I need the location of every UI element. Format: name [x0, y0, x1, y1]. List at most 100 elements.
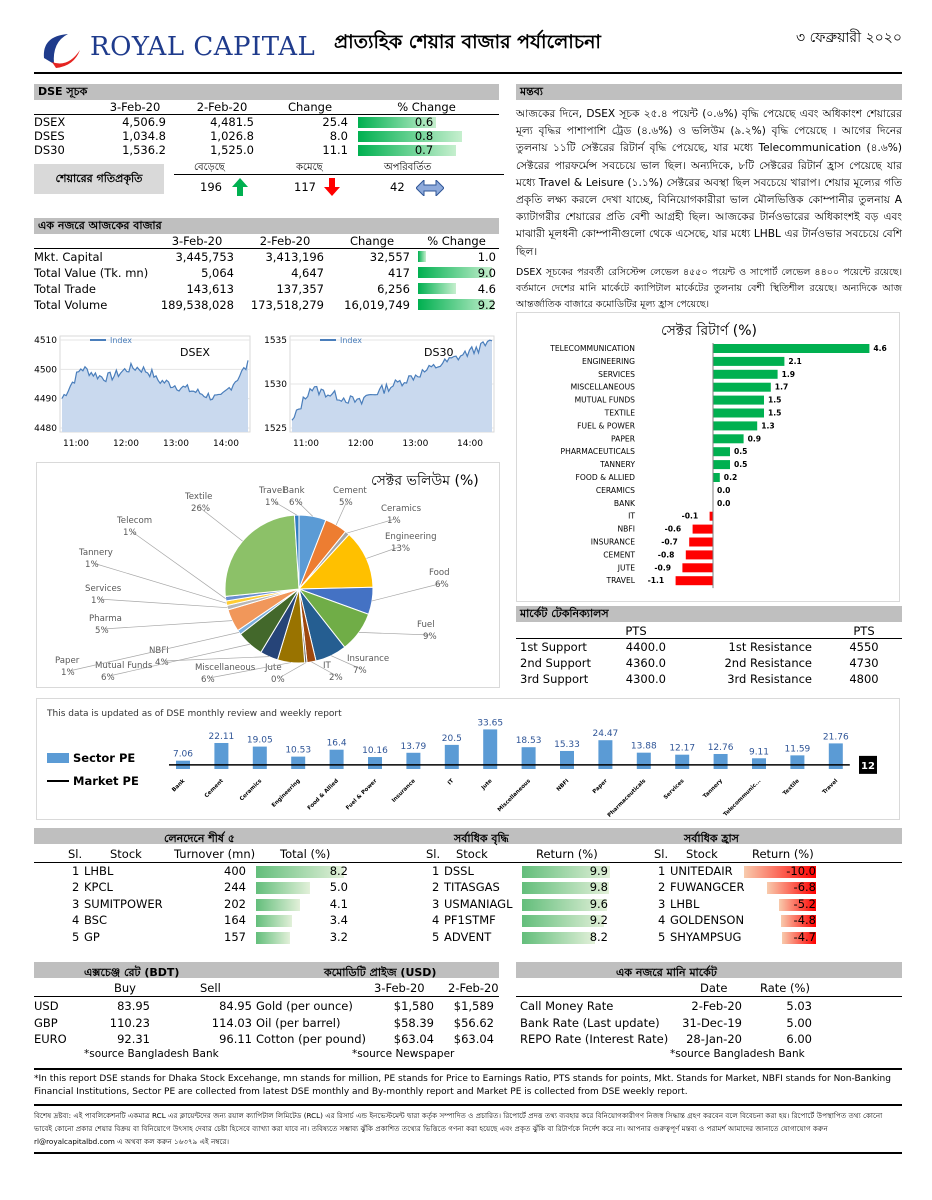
sector-name: NBFI	[618, 525, 636, 534]
sector-name: IT	[628, 512, 635, 521]
metric-change: 32,557	[369, 249, 410, 264]
sector-return-label: 1.9	[782, 370, 795, 379]
pie-label-name: Cement	[333, 486, 367, 496]
sector-return-bar	[713, 447, 730, 457]
commodity-title: কমোডিটি প্রাইজ (USD)	[324, 966, 437, 979]
pe-value-label: 19.05	[247, 736, 273, 746]
currency: EURO	[34, 1032, 67, 1047]
sector-return-chart: TELECOMMUNICATION 4.6 ENGINEERING 2.1 SERVIC…	[549, 343, 887, 589]
col-head: Total (%)	[280, 847, 331, 861]
index-name: DSEX	[34, 115, 66, 129]
section-title: মন্তব্য	[516, 84, 902, 100]
pie-label-pct: 1%	[387, 516, 401, 526]
pct-databar	[418, 282, 456, 294]
resistance-name: 3rd Resistance	[727, 671, 812, 686]
pe-value-label: 7.06	[173, 750, 193, 760]
left-right-arrow-icon	[416, 180, 444, 196]
sector-return-bar	[682, 563, 713, 573]
return-databar	[522, 915, 604, 928]
pie-label-pct: 1%	[123, 528, 137, 538]
pe-category-label: IT	[447, 778, 456, 787]
index-pct: 0.6	[414, 115, 434, 129]
sector-name: FOOD & ALLIED	[576, 473, 636, 482]
pie-label-pct: 13%	[391, 544, 410, 554]
sector-return-label: 0.2	[724, 473, 737, 482]
sell-rate: 84.95	[219, 999, 252, 1013]
sector-return-bar	[713, 356, 785, 366]
table-row: 2nd Support 4360.0 2nd Resistance 4730	[516, 655, 902, 671]
sector-name: INSURANCE	[591, 538, 635, 547]
pe-category-label: Jute	[480, 778, 494, 792]
metric-change: 16,019,749	[344, 297, 410, 312]
footer-note: *In this report DSE stands for Dhaka Sto…	[34, 1068, 902, 1099]
sector-return-bar	[713, 408, 764, 418]
pie-label-pct: 1%	[61, 668, 75, 678]
sector-return-label: -1.1	[648, 576, 665, 585]
support-name: 3rd Support	[520, 671, 589, 686]
comment-section: মন্তব্য আজকের দিনে, DSEX সূচক ২৫.৪ পয়েন…	[516, 84, 902, 313]
commodity-name: Cotton (per pound)	[256, 1032, 367, 1047]
market-pe-value: 12	[861, 761, 875, 772]
pct-databar	[418, 266, 493, 278]
sector-name: PAPER	[611, 434, 636, 443]
col-head: Turnover (mn)	[174, 847, 256, 861]
index-today: 1,034.8	[122, 129, 166, 143]
pe-category-label: Paper	[592, 778, 609, 795]
market-pe-badge	[859, 755, 877, 774]
unchanged-count: 42	[390, 180, 405, 194]
pct-databar	[358, 145, 456, 156]
pe-category-label: NBFI	[556, 778, 571, 793]
ds30-intraday-chart: 1535 1530 1525 11:00 12:00 13:00 14:00 Index DS3…	[264, 335, 495, 449]
pe-bar	[521, 747, 536, 769]
sector-return-bar	[713, 460, 730, 470]
commodity-prev: $56.62	[453, 1015, 494, 1030]
resistance-name: 2nd Resistance	[724, 655, 812, 670]
market-glance-section: এক নজরে আজকের বাজার 3-Feb-20 2-Feb-20 Ch…	[34, 218, 499, 313]
index-today: 4,506.9	[122, 115, 166, 129]
sector-return-bar	[713, 344, 870, 353]
pe-category-label: Engineering	[271, 778, 302, 809]
rank: 1	[72, 864, 80, 878]
rate-name: Call Money Rate	[520, 999, 614, 1013]
pie-label-name: Ceramics	[381, 504, 422, 514]
rate-value: 5.00	[786, 1015, 812, 1030]
commodity-prev: $63.04	[453, 1032, 494, 1047]
return-databar	[522, 882, 610, 895]
pe-value-label: 24.47	[593, 729, 619, 739]
commodity-name: Oil (per barrel)	[256, 1015, 341, 1030]
metric-change: 6,256	[377, 281, 410, 296]
page-title: প্রাত্যহিক শেয়ার বাজার পর্যালোচনা	[334, 31, 601, 53]
stock-name: DSSL	[444, 864, 474, 878]
pe-bar	[406, 752, 421, 769]
up-arrow-icon	[232, 178, 248, 196]
index-name: DS30	[34, 143, 65, 157]
stock-name: KPCL	[84, 880, 113, 895]
turnover-value: 157	[224, 929, 246, 944]
chart-title: DSEX	[180, 346, 210, 359]
pe-value-label: 13.88	[631, 742, 657, 752]
loss-return: -10.0	[786, 864, 816, 878]
sector-return-bar	[685, 550, 713, 560]
metric-name: Total Trade	[34, 281, 96, 296]
y-tick-label: 4490	[34, 395, 57, 405]
chart-title: সেক্টর ভলিউম (%)	[371, 473, 479, 489]
pe-bar	[214, 742, 229, 769]
logo-text: ROYAL CAPITAL	[90, 32, 316, 62]
gain-return: 9.2	[589, 913, 608, 928]
rank: 5	[72, 929, 80, 944]
rank: 3	[658, 896, 666, 911]
pe-value-label: 9.11	[749, 747, 769, 757]
pie-label-pct: 6%	[435, 580, 449, 590]
pe-category-label: Ceramics	[239, 778, 264, 803]
pie-label-pct: 7%	[353, 666, 367, 676]
section-title: এক নজরে আজকের বাজার	[34, 218, 499, 234]
pe-bar	[636, 752, 651, 769]
section-title: মার্কেট টেকনিক্যালস	[516, 606, 902, 622]
pct-databar	[358, 131, 462, 142]
pie-label-name: Paper	[55, 656, 80, 666]
top5-section: লেনদেনে শীর্ষ ৫ সর্বাধিক বৃদ্ধি সর্বাধিক…	[34, 828, 902, 946]
rate-date: 2-Feb-20	[691, 999, 742, 1013]
sector-name: CEMENT	[603, 550, 635, 559]
x-tick-label: 14:00	[457, 439, 483, 449]
source-note: *source Newspaper	[352, 1048, 455, 1060]
